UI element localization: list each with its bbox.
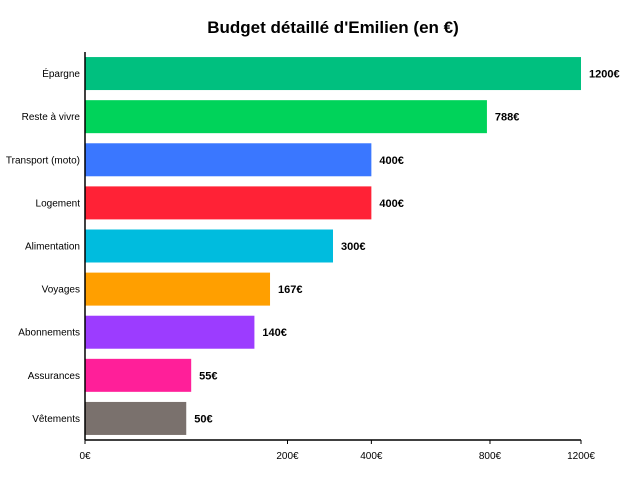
category-label: Voyages bbox=[42, 285, 80, 296]
bar-4 bbox=[85, 229, 333, 263]
category-label: Reste à vivre bbox=[22, 112, 81, 123]
value-label: 55€ bbox=[199, 370, 217, 382]
category-label: Transport (moto) bbox=[6, 155, 80, 166]
value-label: 167€ bbox=[278, 284, 302, 296]
bar-5 bbox=[85, 272, 271, 306]
bar-7 bbox=[85, 358, 192, 392]
bar-3 bbox=[85, 186, 372, 220]
value-label: 300€ bbox=[341, 241, 365, 253]
chart-title: Budget détaillé d'Emilien (en €) bbox=[207, 18, 459, 37]
category-label: Assurances bbox=[28, 371, 80, 382]
value-label: 140€ bbox=[262, 327, 286, 339]
category-label: Alimentation bbox=[25, 242, 80, 253]
x-tick-label: 200€ bbox=[276, 451, 299, 462]
bar-0 bbox=[85, 57, 581, 91]
bars-layer: Épargne 1200€ Reste à vivre 788€ Transport (… bbox=[6, 57, 620, 435]
value-label: 788€ bbox=[495, 112, 519, 124]
x-tick-label: 400€ bbox=[360, 451, 383, 462]
x-tick-label: 1200€ bbox=[567, 451, 595, 462]
value-label: 400€ bbox=[379, 198, 403, 210]
category-label: Logement bbox=[36, 198, 81, 209]
value-label: 50€ bbox=[194, 413, 212, 425]
bar-6 bbox=[85, 315, 255, 349]
bar-2 bbox=[85, 143, 372, 177]
value-label: 400€ bbox=[379, 155, 403, 167]
category-label: Vêtements bbox=[32, 414, 80, 425]
x-tick-label: 800€ bbox=[479, 451, 502, 462]
category-label: Abonnements bbox=[18, 328, 80, 339]
bar-1 bbox=[85, 100, 487, 134]
bar-8 bbox=[85, 401, 187, 435]
x-tick-label: 0€ bbox=[79, 451, 91, 462]
category-label: Épargne bbox=[42, 67, 80, 80]
value-label: 1200€ bbox=[589, 69, 620, 81]
axis-layer: 0€ 200€ 400€ 800€ 1200€ bbox=[79, 52, 595, 462]
